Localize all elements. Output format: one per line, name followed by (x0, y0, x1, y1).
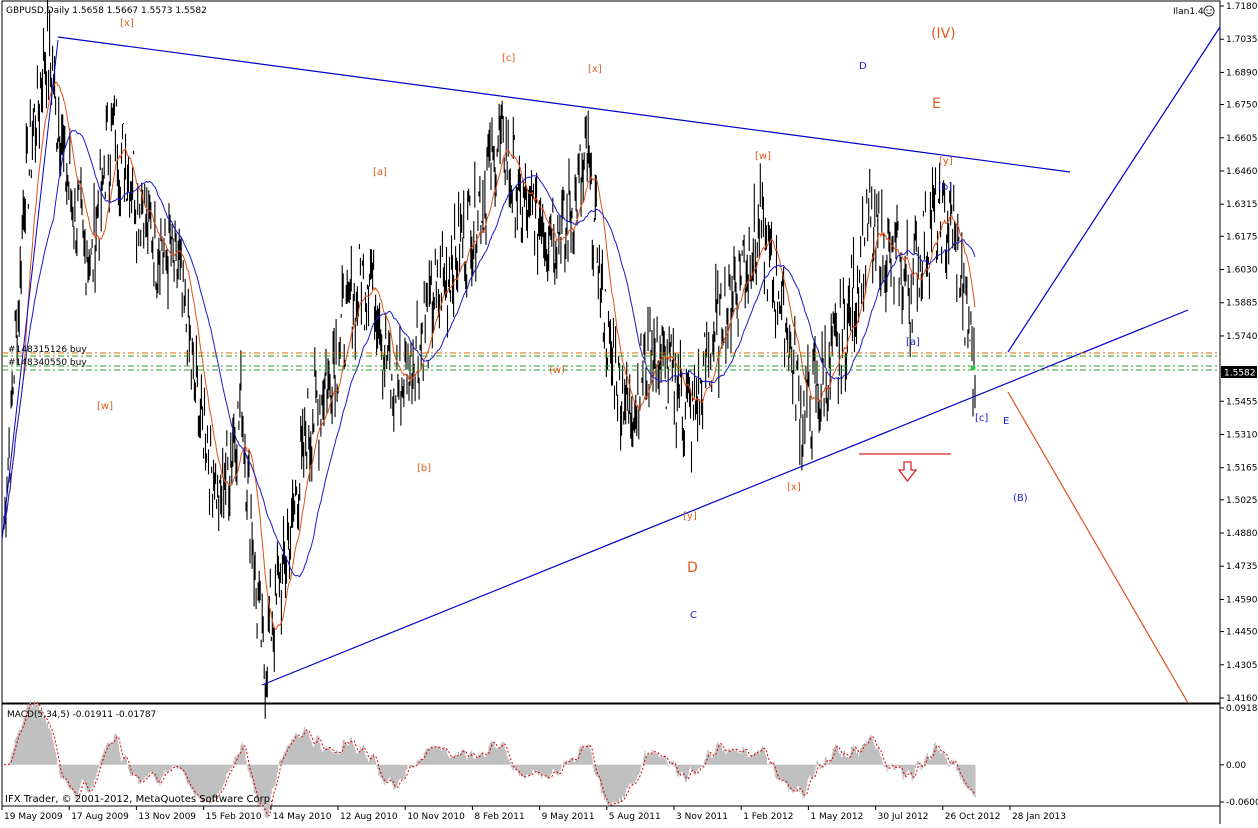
x-tick-label: 26 Oct 2012 (945, 812, 1001, 822)
x-tick-label: 1 May 2012 (810, 812, 863, 822)
macd-title: MACD(5,34,5) -0.01911 -0.01787 (7, 710, 156, 720)
smiley-icon (1203, 5, 1215, 17)
y-tick-label: 1.7035 (1226, 35, 1258, 45)
y-tick-label: 1.5740 (1226, 332, 1258, 342)
current-price-tag (1221, 366, 1257, 378)
y-tick-label: 1.4160 (1226, 694, 1258, 704)
macd-histogram (8, 700, 976, 820)
wave-label: [c] (502, 53, 515, 64)
wave-label: [y] (683, 511, 697, 522)
wave-label: [a] (906, 337, 920, 348)
macd-axis: 0.0918 0.00 -0.0600 (1220, 704, 1258, 808)
wave-label: E (1003, 416, 1009, 427)
entry-dot (970, 365, 976, 371)
slow-moving-average (3, 129, 976, 578)
x-tick-label: 28 Jan 2013 (1012, 812, 1066, 822)
y-tick-label: 1.6605 (1226, 134, 1258, 144)
x-tick-label: 3 Nov 2011 (676, 812, 728, 822)
wave-label: [x] (120, 18, 134, 29)
x-tick-label: 12 Aug 2010 (340, 812, 398, 822)
y-tick-label: 1.4880 (1226, 529, 1258, 539)
indicator-name: Ilan1.4 (1173, 7, 1204, 17)
y-tick-label: 1.4735 (1226, 562, 1258, 572)
macd-y-tick-label: 0.0918 (1226, 704, 1258, 714)
y-tick-label: 1.4305 (1226, 661, 1258, 671)
copyright-text: IFX Trader, © 2001-2012, MetaQuotes Soft… (5, 794, 273, 805)
lower-trend-line (261, 309, 1189, 686)
x-tick-label: 9 May 2011 (542, 812, 595, 822)
x-tick-label: 30 Jul 2012 (878, 812, 929, 822)
wave-label: [w] (755, 151, 771, 162)
x-tick-label: 8 Feb 2011 (474, 812, 524, 822)
x-tick-label: 5 Aug 2011 (609, 812, 661, 822)
macd-bar-series (8, 700, 976, 820)
wave-label: (IV) (931, 26, 956, 42)
y-tick-label: 1.5310 (1226, 430, 1258, 440)
y-tick-label: 1.6030 (1226, 266, 1258, 276)
x-tick-label: 15 Feb 2010 (206, 812, 262, 822)
wave-label: [x] (588, 64, 602, 75)
wave-label: [w] (97, 401, 113, 412)
y-tick-label: 1.7180 (1226, 2, 1258, 12)
y-tick-label: 1.4450 (1226, 628, 1258, 638)
wave-label: [b] (417, 463, 431, 474)
x-tick-label: 1 Feb 2012 (743, 812, 793, 822)
y-tick-label: 1.5165 (1226, 464, 1258, 474)
x-tick-label: 10 Nov 2010 (407, 812, 465, 822)
wave-label: E (932, 96, 941, 112)
y-tick-label: 1.6750 (1226, 101, 1258, 111)
wave-label: [y] (939, 156, 953, 167)
buy-label-1: #148315126 buy (8, 345, 87, 355)
wave-label: C (690, 610, 697, 621)
wave-label: (B) (1013, 493, 1028, 504)
buy-label-2: #148340550 buy (8, 358, 87, 368)
wave-label: [x] (787, 482, 801, 493)
down-arrow-icon (897, 461, 918, 483)
projection-down-line (1007, 391, 1189, 704)
x-tick-label: 19 May 2009 (4, 812, 63, 822)
price-axis: 1.7180 1.7035 1.6890 1.6750 1.6605 1.6460 1.63… (1220, 2, 1258, 704)
wave-label: [c] (975, 413, 988, 424)
y-tick-label: 1.6315 (1226, 200, 1258, 210)
left-trend-line (1, 39, 59, 541)
current-price-label: 1.5582 (1224, 369, 1256, 379)
macd-y-tick-label: -0.0600 (1226, 798, 1258, 808)
projection-up-line (1007, 26, 1221, 353)
wave-label: D (859, 61, 867, 72)
y-tick-label: 1.5885 (1226, 299, 1258, 309)
wave-label: D (687, 560, 698, 576)
x-tick-label: 17 Aug 2009 (71, 812, 129, 822)
upper-trend-line (57, 36, 1071, 173)
wave-label: [a] (373, 167, 387, 178)
y-tick-label: 1.5455 (1226, 397, 1258, 407)
y-tick-label: 1.5025 (1226, 496, 1258, 506)
wave-label: [b] (938, 182, 952, 193)
y-tick-label: 1.6890 (1226, 68, 1258, 78)
y-tick-label: 1.4590 (1226, 595, 1258, 605)
y-tick-label: 1.6175 (1226, 232, 1258, 242)
wave-label: (w) (549, 365, 565, 376)
time-axis: 19 May 2009 17 Aug 2009 13 Nov 2009 15 Feb … (1, 806, 1066, 822)
symbol-info: GBPUSD,Daily 1.5658 1.5667 1.5573 1.5582 (6, 6, 207, 16)
x-tick-label: 13 Nov 2009 (138, 812, 196, 822)
x-tick-label: 14 May 2010 (273, 812, 332, 822)
y-tick-label: 1.6460 (1226, 167, 1258, 177)
macd-y-tick-label: 0.00 (1226, 761, 1246, 771)
fast-moving-average (3, 81, 976, 630)
